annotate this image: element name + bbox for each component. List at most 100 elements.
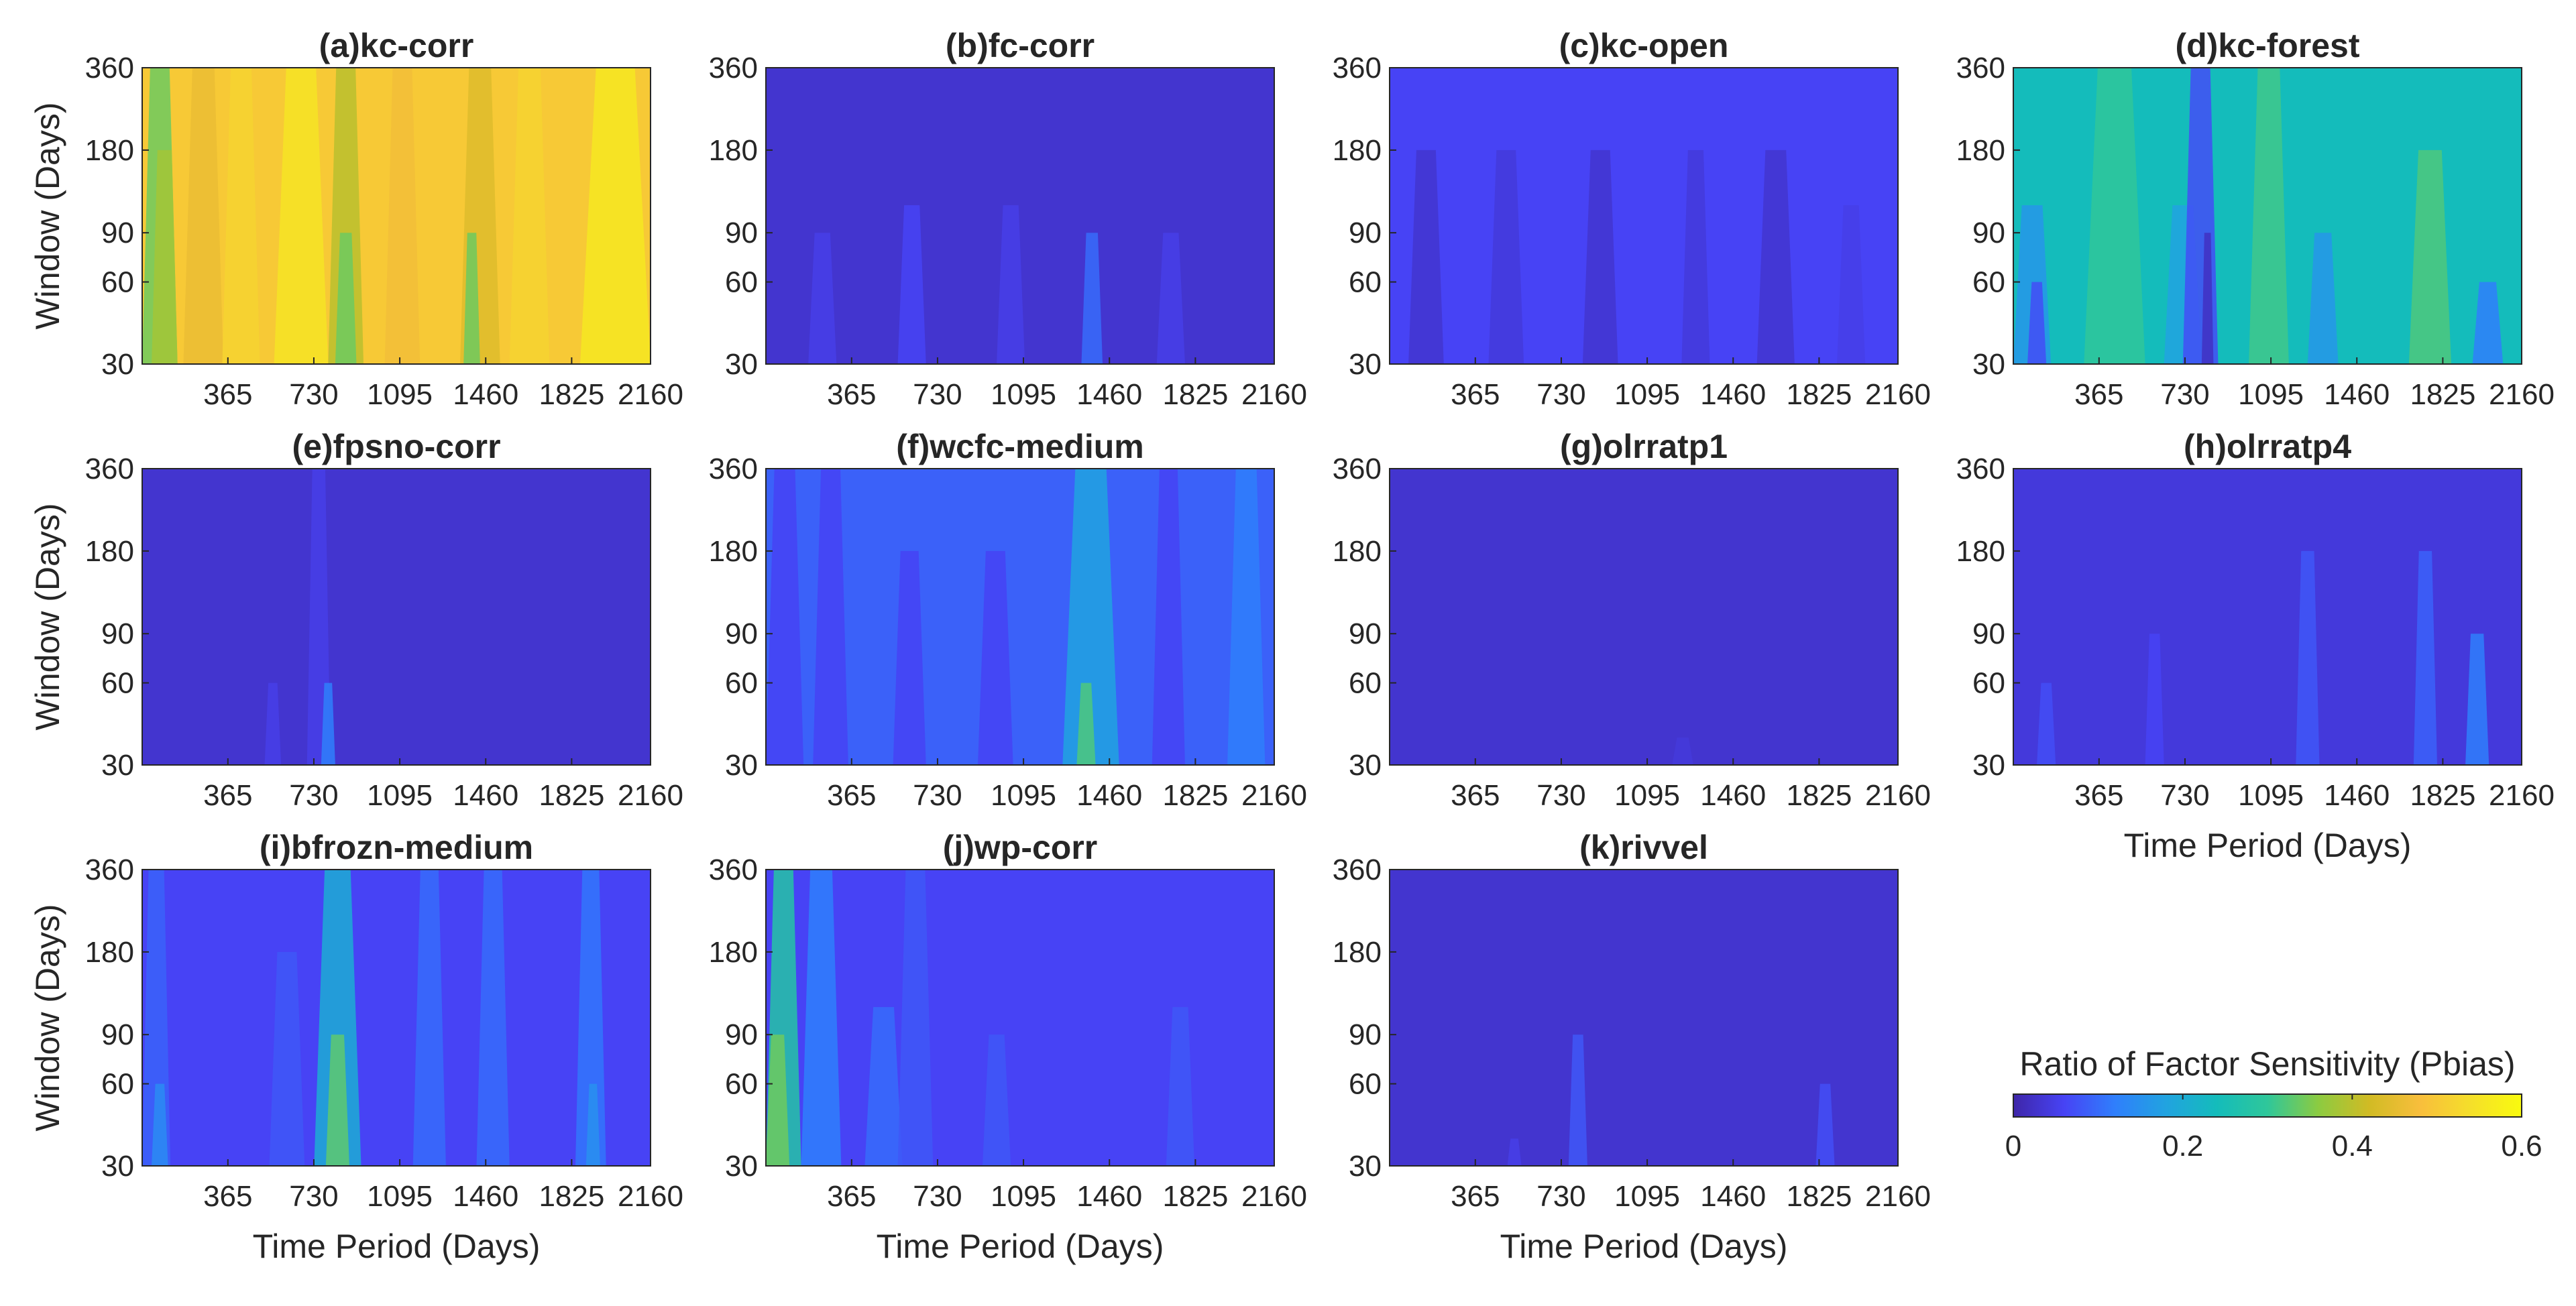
heatmap-cell xyxy=(1156,233,1185,364)
heatmap-cell xyxy=(1166,1007,1194,1166)
heatmap-cell xyxy=(325,1034,349,1166)
x-tick-label: 1825 xyxy=(2410,378,2475,411)
panel-k-frame xyxy=(1389,869,1899,1167)
heatmap-cell xyxy=(2296,550,2320,765)
colorbar-ticks: 0 0.2 0.4 0.6 xyxy=(2005,1094,2542,1163)
x-tick-label: 730 xyxy=(289,779,338,812)
heatmap-cell xyxy=(2307,233,2339,364)
x-tick-label: 1095 xyxy=(991,779,1056,812)
y-tick-label: 360 xyxy=(1956,453,2005,485)
x-axis-label-h: Time Period (Days) xyxy=(2124,827,2412,864)
y-tick-label: 180 xyxy=(1956,134,2005,167)
panel-c-heatmap xyxy=(1408,150,1866,364)
y-tick-label: 90 xyxy=(1972,217,2005,249)
heatmap-cell xyxy=(183,68,224,364)
x-axis-label-k: Time Period (Days) xyxy=(1500,1228,1788,1265)
panel-f-frame xyxy=(765,468,1275,766)
y-axis-label-row1: Window (Days) xyxy=(29,103,66,330)
y-tick-label: 90 xyxy=(725,217,758,249)
x-tick-label: 2160 xyxy=(1241,779,1307,812)
heatmap-cell xyxy=(509,68,550,364)
heatmap-cell xyxy=(1507,1138,1522,1166)
heatmap-cell xyxy=(580,68,651,364)
heatmap-cell xyxy=(384,68,421,364)
x-tick-label: 1825 xyxy=(1162,1180,1228,1213)
y-tick-label: 30 xyxy=(101,348,134,381)
y-tick-label: 60 xyxy=(1349,667,1382,700)
x-tick-label: 1460 xyxy=(2324,779,2390,812)
heatmap-cell xyxy=(463,233,480,364)
panel-j-plot-area xyxy=(766,870,1274,1166)
y-tick-label: 180 xyxy=(1333,134,1382,167)
y-tick-label: 180 xyxy=(1333,936,1382,969)
y-tick-label: 60 xyxy=(101,1068,134,1101)
heatmap-cell xyxy=(264,682,282,765)
x-tick-label: 1095 xyxy=(2238,378,2304,411)
x-tick-label: 1825 xyxy=(1786,779,1852,812)
heatmap-cell xyxy=(897,205,926,364)
y-tick-label: 180 xyxy=(709,936,758,969)
heatmap-cell xyxy=(1062,469,1119,765)
x-tick-label: 1095 xyxy=(1614,378,1680,411)
x-tick-label: 1095 xyxy=(367,378,433,411)
y-tick-label: 30 xyxy=(1349,348,1382,381)
x-tick-label: 1825 xyxy=(539,779,604,812)
panel-a-frame xyxy=(142,67,651,365)
heatmap-cell xyxy=(2201,233,2214,364)
y-tick-label: 60 xyxy=(1349,1068,1382,1101)
heatmap-cell xyxy=(1815,1083,1835,1166)
heatmap-cell xyxy=(897,870,934,1166)
y-tick-label: 90 xyxy=(101,1018,134,1051)
panel-g-title: (g)olrratp1 xyxy=(1560,428,1728,465)
y-axis-label-row2: Window (Days) xyxy=(29,503,66,731)
x-tick-label: 730 xyxy=(913,378,962,411)
y-tick-label: 90 xyxy=(725,617,758,650)
heatmap-cell xyxy=(2249,68,2289,364)
heatmap-cell xyxy=(766,1034,790,1166)
x-tick-label: 1460 xyxy=(1076,1180,1142,1213)
x-tick-label: 1825 xyxy=(1786,378,1852,411)
heatmap-cell xyxy=(801,870,842,1166)
x-tick-label: 1825 xyxy=(2410,779,2475,812)
y-tick-label: 90 xyxy=(101,217,134,249)
heatmap-cell xyxy=(2408,150,2452,364)
y-tick-label: 360 xyxy=(1956,52,2005,84)
y-tick-label: 60 xyxy=(725,266,758,299)
y-tick-label: 30 xyxy=(1972,749,2005,782)
x-tick-label: 730 xyxy=(289,378,338,411)
heatmap-cell xyxy=(2037,682,2056,765)
x-axis-label-i: Time Period (Days) xyxy=(253,1228,541,1265)
y-tick-label: 90 xyxy=(101,617,134,650)
colorbar: Ratio of Factor Sensitivity (Pbias) 0 0.2… xyxy=(2005,1045,2542,1163)
x-tick-label: 730 xyxy=(1536,779,1585,812)
panel-b-title: (b)fc-corr xyxy=(946,27,1095,64)
panel-d-frame xyxy=(2013,67,2522,365)
y-tick-label: 360 xyxy=(1333,453,1382,485)
heatmap-cell xyxy=(2465,634,2489,765)
panel-c-title: (c)kc-open xyxy=(1559,27,1729,64)
heatmap-cell xyxy=(2472,282,2504,364)
panel-h-heatmap xyxy=(2037,550,2489,765)
x-tick-label: 1460 xyxy=(453,378,518,411)
x-tick-label: 730 xyxy=(1536,378,1585,411)
heatmap-cell xyxy=(222,68,260,364)
x-tick-label: 1095 xyxy=(2238,779,2304,812)
heatmap-cell xyxy=(1408,150,1444,364)
x-tick-label: 1460 xyxy=(453,1180,518,1213)
x-tick-label: 1460 xyxy=(1700,378,1766,411)
panel-f-plot-area xyxy=(766,469,1274,765)
x-tick-label: 730 xyxy=(913,779,962,812)
x-tick-label: 2160 xyxy=(1241,1180,1307,1213)
heatmap-cell xyxy=(2084,68,2145,364)
panel-d-heatmap xyxy=(2013,68,2504,364)
panel-c: (c)kc-open 30 60 90 180 360 365 730 1095 1460 182… xyxy=(1333,27,1931,411)
x-tick-label: 1460 xyxy=(1700,1180,1766,1213)
panel-i: (i)bfrozn-medium 30 60 90 180 360 365 730 1095 1… xyxy=(85,829,683,1213)
heatmap-cell xyxy=(1568,1034,1587,1166)
y-tick-label: 360 xyxy=(85,52,134,84)
heatmap-cell xyxy=(575,870,606,1166)
heatmap-cell xyxy=(2413,550,2437,765)
heatmap-cell xyxy=(476,870,510,1166)
y-tick-label: 360 xyxy=(85,853,134,886)
